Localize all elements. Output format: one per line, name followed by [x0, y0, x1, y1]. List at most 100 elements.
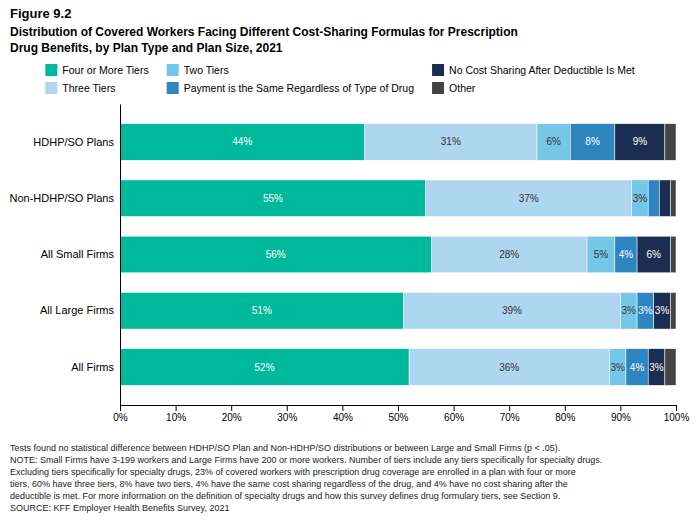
legend-item: Two Tiers [167, 64, 229, 76]
axis-line [120, 105, 121, 406]
tick: 30% [277, 405, 297, 423]
tick-label: 40% [333, 412, 353, 423]
legend-label: Other [449, 82, 476, 94]
bar [404, 292, 621, 329]
data-label: 3% [633, 193, 648, 204]
data-label: 36% [499, 362, 519, 373]
tick: Non-HDHP/SO Plans [9, 192, 114, 204]
tick-label: 0% [113, 412, 128, 423]
bar [626, 349, 648, 386]
bar [637, 292, 654, 329]
tick: All Small Firms [41, 248, 115, 260]
data-label: 5% [594, 249, 609, 260]
bar [637, 236, 670, 273]
data-label: 28% [499, 249, 519, 260]
legend-swatch [45, 82, 57, 94]
series [365, 124, 632, 386]
bar [120, 124, 365, 161]
bar [670, 292, 676, 329]
tick: 10% [166, 405, 186, 423]
data-label: 3% [610, 362, 625, 373]
legend-label: Payment is the Same Regardless of Type o… [184, 82, 414, 94]
legend-label: Two Tiers [184, 64, 229, 76]
plot-area: 44%55%56%51%52%31%37%28%39%36%6%3%5%3%3%… [9, 105, 689, 424]
data-label: 9% [633, 136, 648, 147]
bar [120, 180, 426, 217]
x-axis: 0%10%20%30%40%50%60%70%80%90%100% [113, 405, 689, 423]
data-label: 55% [263, 193, 283, 204]
notes: Tests found no statistical difference be… [10, 443, 602, 513]
tick-label: 60% [444, 412, 464, 423]
tick-label: 20% [222, 412, 242, 423]
data-label: 52% [255, 362, 275, 373]
bar [620, 292, 637, 329]
bar [615, 124, 665, 161]
tick-mark [231, 405, 232, 411]
tick: All Firms [71, 361, 114, 373]
bar [587, 236, 615, 273]
tick: 50% [388, 405, 408, 423]
bar [670, 180, 676, 217]
note: Excluding tiers specifically for special… [10, 467, 576, 477]
note: deductible is met. For more information … [10, 491, 560, 501]
tick-mark [342, 405, 343, 411]
data-label: 4% [630, 362, 645, 373]
legend-label: Three Tiers [62, 82, 115, 94]
tick-label: 50% [388, 412, 408, 423]
tick-mark [176, 405, 177, 411]
bar [615, 236, 637, 273]
tick: 20% [222, 405, 242, 423]
series [537, 124, 648, 386]
tick: 100% [664, 405, 690, 423]
subtitle: Drug Benefits, by Plan Type and Plan Siz… [10, 41, 283, 55]
bar [654, 292, 671, 329]
legend-swatch [432, 82, 444, 94]
tick: 70% [500, 405, 520, 423]
tick-label: 90% [611, 412, 631, 423]
legend-swatch [45, 64, 57, 76]
title: Figure 9.2 [10, 6, 71, 21]
tick-mark [509, 405, 510, 411]
legend-item: No Cost Sharing After Deductible Is Met [432, 64, 635, 76]
data-label: 44% [232, 136, 252, 147]
bar [665, 124, 676, 161]
bar [670, 236, 676, 273]
bar [648, 180, 659, 217]
tick: All Large Firms [40, 304, 114, 316]
data-label: 6% [647, 249, 662, 260]
legend-swatch [432, 64, 444, 76]
data-labels: 44%55%56%51%52%31%37%28%39%36%6%3%5%3%3%… [232, 136, 669, 372]
tick: 90% [611, 405, 631, 423]
axis-line [121, 406, 677, 412]
tick-label: 100% [664, 412, 690, 423]
bar [409, 349, 609, 386]
legend: Four or More TiersThree TiersTwo TiersPa… [45, 64, 634, 94]
bar [537, 124, 570, 161]
data-label: 51% [252, 305, 272, 316]
bar [665, 349, 676, 386]
chart: Figure 9.2Distribution of Covered Worker… [0, 0, 698, 525]
tick-mark [565, 405, 566, 411]
bars [120, 124, 676, 386]
data-label: 3% [655, 305, 670, 316]
bar [648, 349, 665, 386]
note: Tests found no statistical difference be… [10, 443, 560, 453]
bar [365, 124, 537, 161]
legend-item: Payment is the Same Regardless of Type o… [167, 82, 414, 94]
data-label: 8% [585, 136, 600, 147]
data-label: 3% [638, 305, 653, 316]
bar [426, 180, 632, 217]
bar [570, 124, 614, 161]
series [120, 124, 431, 386]
tick-mark [676, 405, 677, 411]
note: tiers, 60% have three tiers, 8% have two… [10, 479, 568, 489]
bar [120, 292, 404, 329]
data-label: 3% [622, 305, 637, 316]
bar [659, 180, 670, 217]
tick: 0% [113, 405, 128, 423]
tick-mark [398, 405, 399, 411]
tick: HDHP/SO Plans [33, 135, 114, 147]
legend-item: Other [432, 82, 476, 94]
legend-label: No Cost Sharing After Deductible Is Met [449, 64, 635, 76]
data-label: 4% [619, 249, 634, 260]
